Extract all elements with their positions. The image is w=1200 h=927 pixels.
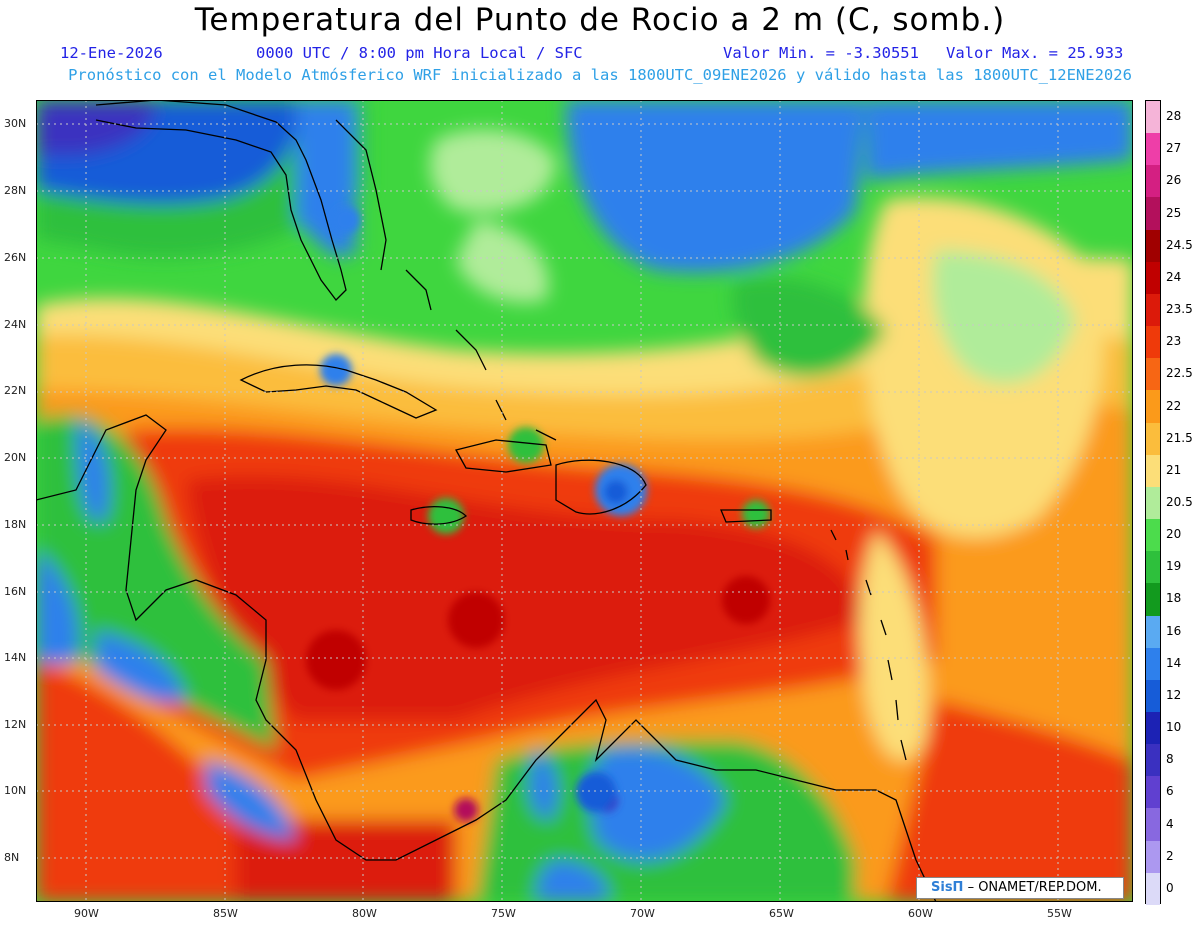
credit-text: – ONAMET/REP.DOM.: [963, 880, 1102, 895]
lon-label: 85W: [213, 907, 238, 920]
lon-label: 75W: [491, 907, 516, 920]
lat-label: 22N: [4, 384, 27, 397]
puerto-rico-outline: [720, 509, 772, 523]
lon-label: 55W: [1047, 907, 1072, 920]
colorbar-label: 28: [1166, 109, 1182, 124]
lon-label: 65W: [769, 907, 794, 920]
colorbar-label: 20.5: [1166, 495, 1193, 509]
colorbar-label: 14: [1166, 655, 1182, 670]
map-frame: [36, 100, 1133, 902]
max-value: Valor Max. = 25.933: [946, 44, 1124, 62]
hispaniola-west-outline: [455, 439, 552, 473]
colorbar-label: 26: [1166, 173, 1182, 188]
lat-label: 20N: [4, 451, 27, 464]
colorbar-label: 24: [1166, 269, 1182, 284]
colorbar-swatch: [1146, 261, 1160, 294]
colorbar-label: 22: [1166, 398, 1182, 413]
sispi-logo: SisΠ: [931, 880, 964, 895]
colorbar-swatch: [1146, 679, 1160, 712]
colorbar-swatch: [1146, 197, 1160, 230]
credit-box: SisΠ – ONAMET/REP.DOM.: [916, 877, 1124, 899]
colorbar-swatch: [1146, 615, 1160, 648]
colorbar-label: 18: [1166, 591, 1182, 606]
lat-label: 16N: [4, 585, 27, 598]
lat-label: 8N: [4, 851, 20, 864]
lat-label: 10N: [4, 784, 27, 797]
lat-label: 24N: [4, 318, 27, 331]
map-title: Temperatura del Punto de Rocio a 2 m (C,…: [194, 2, 1006, 38]
colorbar-label: 23.5: [1166, 302, 1193, 317]
colorbar-swatch: [1146, 872, 1160, 905]
colorbar-swatch: [1146, 326, 1160, 359]
lat-label: 14N: [4, 651, 27, 664]
colorbar-label: 16: [1166, 623, 1182, 638]
colorbar-swatch: [1146, 101, 1160, 134]
colorbar-label: 0: [1166, 880, 1174, 895]
colorbar-swatch: [1146, 229, 1160, 262]
field-detail: [306, 206, 770, 822]
colorbar-label: 19: [1166, 559, 1182, 574]
colorbar-label: 21.5: [1166, 430, 1193, 445]
colorbar-swatch: [1146, 776, 1160, 809]
colorbar-swatch: [1146, 840, 1160, 873]
colorbar-swatch: [1146, 165, 1160, 198]
colorbar-label: 12: [1166, 687, 1182, 702]
lon-label: 90W: [74, 907, 99, 920]
colorbar-swatch: [1146, 583, 1160, 616]
colorbar-label: 21: [1166, 462, 1182, 477]
lon-label: 80W: [352, 907, 377, 920]
colorbar: [1145, 100, 1161, 905]
jamaica-outline: [410, 505, 468, 525]
lat-label: 18N: [4, 518, 27, 531]
valid-time: 0000 UTC / 8:00 pm Hora Local / SFC: [256, 44, 583, 62]
lat-lon-grid: [36, 100, 1133, 902]
colorbar-swatch: [1146, 551, 1160, 584]
colorbar-label: 27: [1166, 141, 1182, 156]
colorbar-label: 24.5: [1166, 237, 1193, 252]
hispaniola-east-outline: [555, 459, 647, 515]
lat-label: 28N: [4, 184, 27, 197]
colorbar-label: 4: [1166, 816, 1174, 831]
model-info: Pronóstico con el Modelo Atmósferico WRF…: [68, 66, 1132, 84]
colorbar-swatch: [1146, 647, 1160, 680]
colorbar-label: 22.5: [1166, 366, 1193, 381]
colorbar-swatch: [1146, 519, 1160, 552]
colorbar-label: 23: [1166, 334, 1182, 349]
colorbar-swatch: [1146, 293, 1160, 327]
colorbar-swatch: [1146, 744, 1160, 777]
dewpoint-field: [36, 100, 1133, 902]
coastlines: [36, 100, 937, 902]
colorbar-swatch: [1146, 454, 1160, 487]
colorbar-label: 10: [1166, 720, 1182, 735]
dewpoint-map: [36, 100, 1133, 902]
colorbar-swatch: [1146, 358, 1160, 391]
colorbar-label: 20: [1166, 527, 1182, 542]
valid-date: 12-Ene-2026: [60, 44, 163, 62]
colorbar-swatch: [1146, 486, 1160, 520]
lat-label: 26N: [4, 251, 27, 264]
colorbar-swatch: [1146, 390, 1160, 423]
lon-label: 60W: [908, 907, 933, 920]
colorbar-label: 25: [1166, 205, 1182, 220]
colorbar-swatch: [1146, 422, 1160, 455]
colorbar-swatch: [1146, 133, 1160, 166]
colorbar-label: 8: [1166, 752, 1174, 767]
colorbar-swatch: [1146, 711, 1160, 745]
lon-label: 70W: [630, 907, 655, 920]
colorbar-swatch: [1146, 808, 1160, 841]
cuba-outline: [239, 364, 438, 419]
colorbar-label: 6: [1166, 784, 1174, 799]
min-value: Valor Min. = -3.30551: [723, 44, 919, 62]
colorbar-label: 2: [1166, 848, 1174, 863]
lat-label: 30N: [4, 117, 27, 130]
lat-label: 12N: [4, 718, 27, 731]
